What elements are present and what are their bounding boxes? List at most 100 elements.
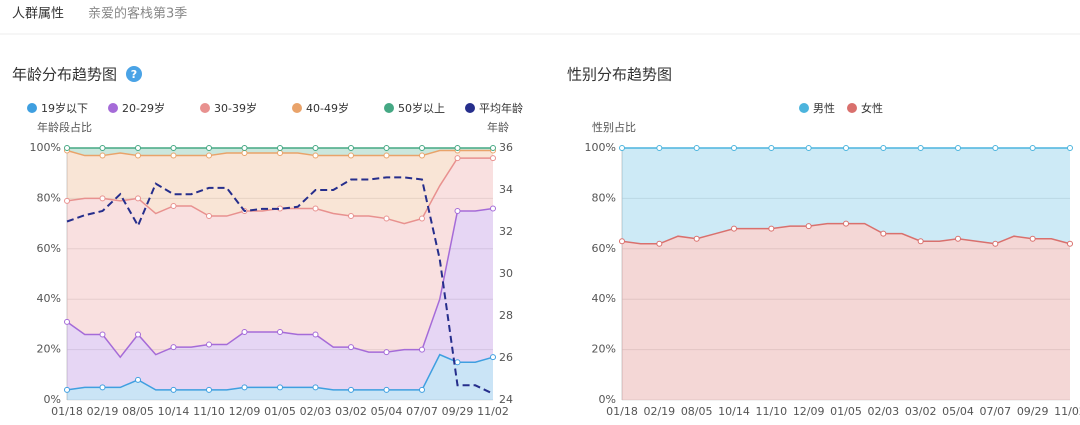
point bbox=[135, 152, 141, 159]
point bbox=[277, 145, 283, 151]
point bbox=[170, 344, 177, 351]
point bbox=[383, 145, 390, 151]
point bbox=[490, 155, 496, 162]
y-tick-label: 0% bbox=[44, 393, 61, 406]
point bbox=[170, 152, 177, 159]
point bbox=[312, 152, 319, 159]
y2-tick-label: 26 bbox=[499, 351, 513, 364]
point bbox=[843, 220, 849, 227]
point bbox=[656, 240, 663, 247]
point bbox=[135, 195, 141, 202]
point bbox=[206, 341, 212, 348]
point bbox=[454, 208, 461, 214]
point bbox=[880, 145, 887, 151]
point bbox=[170, 386, 177, 393]
point bbox=[135, 331, 141, 338]
point bbox=[170, 202, 177, 209]
point bbox=[731, 145, 737, 151]
y-tick-label: 100% bbox=[585, 141, 616, 154]
y-tick-label: 0% bbox=[599, 393, 616, 406]
point bbox=[241, 384, 248, 391]
point bbox=[955, 235, 961, 242]
line bbox=[66, 176, 494, 395]
x-tick-label: 09/29 bbox=[1017, 405, 1049, 418]
point bbox=[656, 145, 663, 151]
point bbox=[277, 150, 283, 157]
point bbox=[348, 386, 354, 393]
point bbox=[880, 230, 887, 237]
legend-marker bbox=[292, 103, 302, 113]
x-tick-label: 09/29 bbox=[442, 405, 474, 418]
y-tick-label: 60% bbox=[37, 242, 61, 255]
y-tick-label: 100% bbox=[30, 141, 61, 154]
point bbox=[99, 145, 106, 151]
point bbox=[419, 145, 425, 151]
x-tick-label: 02/03 bbox=[300, 405, 332, 418]
point bbox=[693, 235, 700, 242]
point bbox=[843, 145, 849, 151]
point bbox=[992, 240, 999, 247]
point bbox=[768, 145, 775, 151]
chart-title: 性别分布趋势图 bbox=[567, 66, 672, 84]
point bbox=[454, 359, 461, 366]
legend-marker bbox=[799, 103, 809, 113]
point bbox=[348, 213, 354, 220]
point bbox=[1029, 235, 1036, 242]
y2-axis-label: 年龄 bbox=[487, 120, 509, 134]
point bbox=[1029, 145, 1036, 151]
point bbox=[419, 152, 425, 159]
point bbox=[1067, 240, 1073, 247]
point bbox=[490, 205, 496, 212]
x-tick-label: 11/02 bbox=[477, 405, 509, 418]
x-tick-label: 11/10 bbox=[193, 405, 225, 418]
y-tick-label: 40% bbox=[592, 292, 616, 305]
point bbox=[805, 223, 812, 230]
point bbox=[206, 152, 212, 159]
legend-label: 平均年龄 bbox=[479, 101, 523, 115]
legend-label: 40-49岁 bbox=[306, 101, 349, 115]
x-tick-label: 02/03 bbox=[867, 405, 899, 418]
point bbox=[955, 145, 961, 151]
point bbox=[693, 145, 700, 151]
point bbox=[206, 386, 212, 393]
point bbox=[64, 145, 70, 151]
x-tick-label: 08/05 bbox=[681, 405, 713, 418]
point bbox=[348, 145, 354, 151]
y2-tick-label: 24 bbox=[499, 393, 513, 406]
legend-marker bbox=[200, 103, 210, 113]
legend-label: 女性 bbox=[861, 101, 883, 115]
point bbox=[1067, 145, 1073, 151]
legend-label: 50岁以上 bbox=[398, 101, 445, 115]
help-icon-glyph: ? bbox=[131, 68, 137, 81]
x-tick-label: 12/09 bbox=[229, 405, 261, 418]
y2-tick-label: 28 bbox=[499, 309, 513, 322]
point bbox=[805, 145, 812, 151]
point bbox=[170, 145, 177, 151]
x-tick-label: 11/10 bbox=[755, 405, 787, 418]
x-tick-label: 01/05 bbox=[830, 405, 862, 418]
point bbox=[135, 376, 141, 383]
legend-label: 男性 bbox=[813, 101, 835, 115]
x-tick-label: 05/04 bbox=[942, 405, 974, 418]
point bbox=[312, 145, 319, 151]
area bbox=[622, 223, 1070, 400]
legend-marker bbox=[108, 103, 118, 113]
y-tick-label: 40% bbox=[37, 292, 61, 305]
point bbox=[383, 386, 390, 393]
x-tick-label: 08/05 bbox=[122, 405, 154, 418]
point bbox=[917, 238, 924, 245]
x-tick-label: 07/07 bbox=[979, 405, 1011, 418]
x-tick-label: 03/02 bbox=[905, 405, 937, 418]
x-tick-label: 01/05 bbox=[264, 405, 296, 418]
point bbox=[490, 145, 496, 151]
tab[interactable]: 人群属性 bbox=[12, 7, 64, 22]
x-tick-label: 05/04 bbox=[371, 405, 403, 418]
tab[interactable]: 亲爱的客栈第3季 bbox=[88, 6, 187, 22]
y2-tick-label: 30 bbox=[499, 267, 513, 280]
help-icon[interactable] bbox=[126, 66, 142, 82]
x-tick-label: 07/07 bbox=[406, 405, 438, 418]
point bbox=[241, 145, 248, 151]
point bbox=[619, 238, 625, 245]
x-tick-label: 11/02 bbox=[1054, 405, 1080, 418]
